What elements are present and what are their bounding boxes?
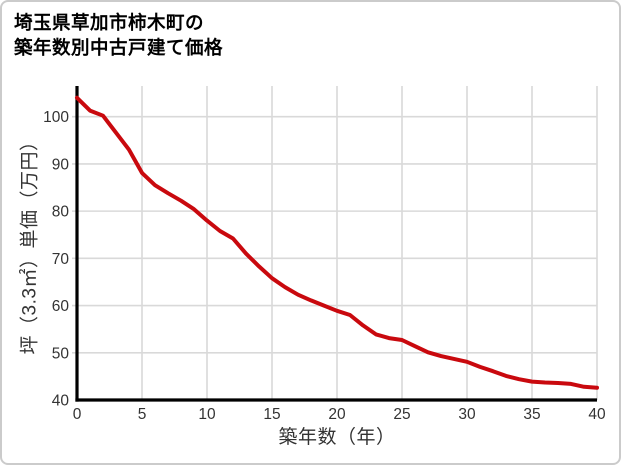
y-tick-label: 70 <box>52 251 70 268</box>
y-tick-label: 40 <box>52 393 70 410</box>
price-line <box>75 95 599 390</box>
x-tick-label: 40 <box>588 406 606 423</box>
x-tick-label: 15 <box>263 406 280 423</box>
x-tick-label: 35 <box>523 406 540 423</box>
x-tick-label: 0 <box>73 406 82 423</box>
chart-title: 埼玉県草加市柿木町の 築年数別中古戸建て価格 <box>14 10 223 60</box>
y-tick-label: 80 <box>52 204 70 221</box>
y-axis-label: 坪（3.3㎡）単価（万円） <box>18 132 41 355</box>
x-tick-label: 30 <box>458 406 476 423</box>
y-tick-label: 50 <box>52 345 70 362</box>
y-tick-label: 100 <box>43 109 69 126</box>
chart-title-line2: 築年数別中古戸建て価格 <box>14 37 224 58</box>
x-tick-label: 5 <box>138 406 147 423</box>
x-tick-label: 25 <box>393 406 410 423</box>
x-tick-label: 10 <box>198 406 216 423</box>
x-tick-label: 20 <box>328 406 346 423</box>
y-tick-label: 60 <box>52 298 70 315</box>
chart-title-line1: 埼玉県草加市柿木町の <box>14 12 205 33</box>
y-tick-label: 90 <box>52 156 70 173</box>
x-axis-label: 築年数（年） <box>278 426 395 448</box>
